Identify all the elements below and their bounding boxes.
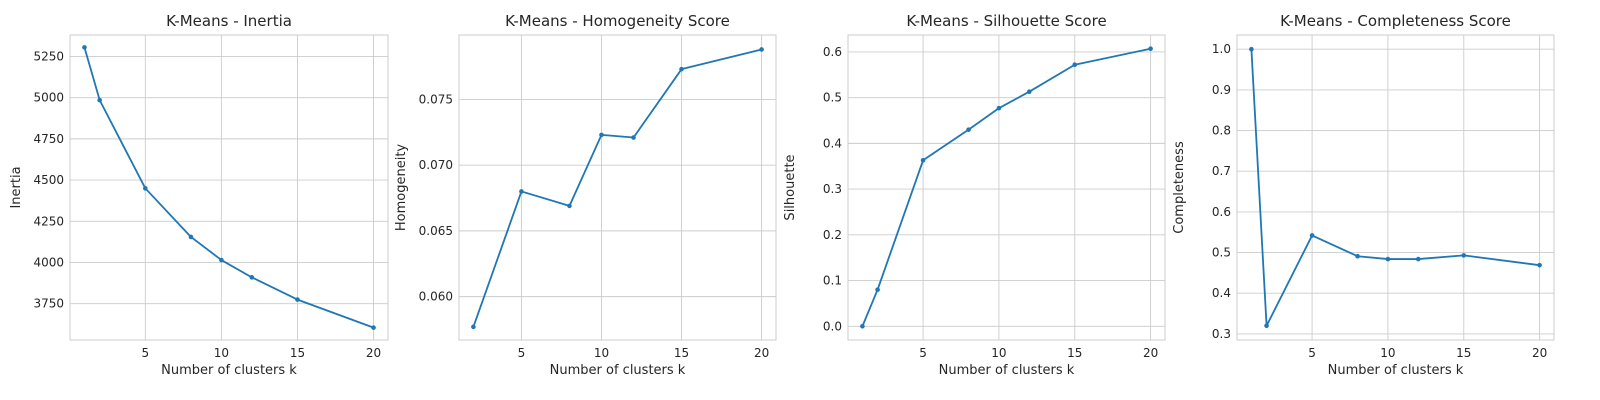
y-axis-label: Silhouette [783, 154, 798, 220]
data-point [1148, 46, 1153, 52]
data-point [966, 127, 971, 132]
y-tick-label: 0.060 [419, 290, 453, 304]
y-tick-label: 1.0 [1212, 42, 1231, 56]
y-tick-label: 0.6 [823, 45, 842, 59]
y-tick-label: 0.5 [823, 91, 842, 105]
y-tick-label: 3750 [33, 297, 64, 311]
x-tick-label: 15 [290, 346, 305, 360]
data-point [1309, 233, 1315, 238]
data-point [371, 325, 376, 330]
data-point [97, 97, 102, 103]
y-tick-label: 0.075 [419, 92, 453, 106]
x-tick-label: 10 [594, 346, 609, 360]
data-point [249, 275, 255, 280]
y-tick-label: 4250 [33, 214, 64, 228]
y-tick-label: 0.1 [823, 274, 842, 288]
chart-title: K-Means - Inertia [166, 12, 292, 30]
y-tick-label: 5250 [33, 49, 64, 63]
series-line [472, 48, 762, 328]
chart-title: K-Means - Silhouette Score [906, 12, 1106, 30]
y-axis-label: Completeness [1172, 141, 1187, 234]
x-tick-label: 15 [1067, 346, 1082, 360]
chart-panel-2: 5 10 15 20 0.060 0.065 0.070 0.075 K-Means - Hom… [394, 12, 777, 378]
data-point [1026, 89, 1032, 95]
data-point [860, 323, 865, 329]
x-tick-label: 5 [919, 346, 927, 360]
y-tick-label: 0.4 [1212, 286, 1231, 300]
data-point [1415, 256, 1421, 262]
y-tick-label: 5000 [33, 91, 64, 105]
y-tick-label: 0.4 [823, 136, 842, 150]
plot-frame [69, 34, 389, 341]
data-point [188, 234, 194, 240]
y-tick-label: 0.0 [823, 319, 842, 333]
x-axis-label: Number of clusters k [550, 363, 686, 378]
x-tick-label: 20 [1532, 346, 1547, 360]
x-axis-label: Number of clusters k [1328, 363, 1464, 378]
chart-panel-1: 5 10 15 20 3750 4000 4250 4500 4750 5000 5250 K-Mea… [9, 12, 389, 378]
data-point [1385, 256, 1391, 262]
data-point [875, 287, 880, 293]
plot-frame [458, 34, 777, 341]
series-line [1250, 49, 1540, 327]
x-tick-label: 20 [754, 346, 769, 360]
data-point [599, 132, 604, 138]
x-tick-label: 5 [141, 346, 149, 360]
data-point [1264, 323, 1269, 329]
data-point [471, 324, 476, 330]
y-axis-label: Inertia [9, 166, 24, 208]
x-tick-label: 15 [1456, 346, 1471, 360]
data-point [679, 66, 684, 72]
y-tick-label: 0.3 [1212, 327, 1231, 341]
x-tick-label: 20 [1143, 346, 1158, 360]
chart-panel-4: 5 10 15 20 0.3 0.4 0.5 0.6 0.7 0.8 0.9 1.0 K-Means -… [1172, 12, 1555, 378]
chart-panel-3: 5 10 15 20 0.0 0.1 0.2 0.3 0.4 0.5 0.6 K-Means - Si… [783, 12, 1166, 378]
data-point [631, 135, 636, 140]
data-point [519, 189, 524, 194]
data-point [920, 157, 926, 163]
series-line [861, 47, 1151, 327]
data-point [82, 45, 87, 50]
y-tick-label: 0.8 [1212, 124, 1231, 138]
data-point [1355, 253, 1360, 259]
x-tick-label: 20 [366, 346, 381, 360]
y-tick-label: 0.7 [1212, 164, 1231, 178]
x-tick-label: 5 [1308, 346, 1316, 360]
data-point [143, 186, 148, 191]
plot-frame [847, 34, 1166, 341]
plot-frame [1236, 34, 1555, 341]
x-tick-label: 5 [518, 346, 526, 360]
x-tick-label: 10 [991, 346, 1006, 360]
x-tick-label: 15 [674, 346, 689, 360]
data-point [996, 105, 1002, 111]
data-point [1249, 46, 1254, 52]
y-tick-label: 0.3 [823, 182, 842, 196]
data-point [567, 203, 572, 209]
chart-title: K-Means - Completeness Score [1280, 12, 1511, 30]
x-axis-label: Number of clusters k [161, 363, 297, 378]
y-axis-label: Homogeneity [394, 144, 409, 232]
data-point [759, 47, 764, 52]
data-point [1072, 62, 1078, 68]
series-line [83, 47, 374, 329]
x-tick-label: 10 [1380, 346, 1395, 360]
y-tick-label: 4750 [33, 132, 64, 146]
data-point [295, 297, 300, 302]
data-point [1461, 253, 1467, 258]
y-tick-label: 0.5 [1212, 246, 1231, 260]
x-axis-label: Number of clusters k [939, 363, 1075, 378]
y-tick-label: 0.9 [1212, 83, 1231, 97]
x-tick-label: 10 [214, 346, 229, 360]
y-tick-label: 0.6 [1212, 205, 1231, 219]
data-point [219, 257, 224, 263]
y-tick-label: 4000 [33, 256, 64, 270]
y-tick-label: 4500 [33, 173, 64, 187]
chart-title: K-Means - Homogeneity Score [505, 12, 730, 30]
y-tick-label: 0.2 [823, 228, 842, 242]
data-point [1537, 262, 1542, 268]
y-tick-label: 0.070 [419, 158, 453, 172]
y-tick-label: 0.065 [419, 224, 453, 238]
